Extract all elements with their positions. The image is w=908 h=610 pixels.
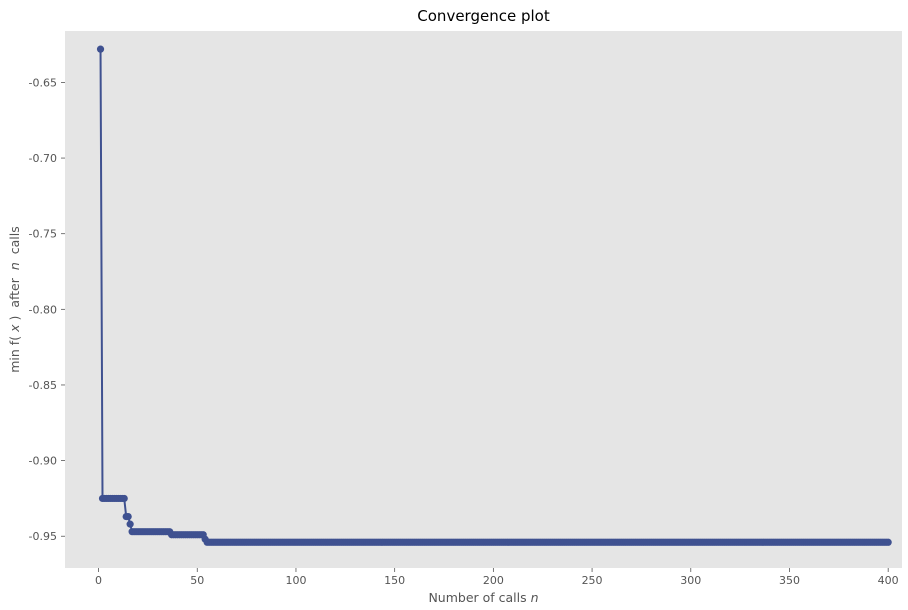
series-point [124, 512, 132, 521]
series-point [96, 45, 105, 53]
x-tick-label: 200 [483, 574, 504, 587]
y-tick-label: -0.90 [29, 455, 57, 468]
x-axis: 0 50 100 150 200 250 300 350 400 [95, 568, 899, 587]
series-layer [96, 45, 892, 546]
x-axis-label-text: Number of calls [428, 590, 526, 605]
y-tick-label: -0.65 [29, 76, 57, 89]
series-point [884, 538, 892, 546]
y-tick-label: -0.80 [29, 303, 57, 316]
x-axis-label-var: n [531, 590, 539, 605]
x-tick-label: 50 [190, 574, 204, 587]
y-axis-label-after: after [7, 274, 22, 312]
x-tick-label: 400 [878, 574, 899, 587]
x-tick-label: 0 [95, 574, 102, 587]
y-axis-label-min: min [7, 349, 22, 373]
y-tick-label: -0.95 [29, 530, 57, 543]
y-axis-label-suffix: calls [7, 226, 22, 258]
y-axis-label-close: ) [7, 316, 22, 321]
x-tick-label: 300 [680, 574, 701, 587]
series-point [126, 520, 134, 528]
chart-title: Convergence plot [417, 7, 550, 25]
x-tick-label: 150 [384, 574, 405, 587]
plot-area [65, 31, 902, 568]
y-axis-label-f: f( [7, 336, 22, 345]
y-axis-label: min f( x ) after n calls [7, 226, 22, 373]
y-axis-label-x: x [7, 324, 22, 333]
y-tick-label: -0.70 [29, 152, 57, 165]
y-axis: -0.65 -0.70 -0.75 -0.80 -0.85 -0.90 -0.95 [29, 76, 65, 543]
x-axis-label: Number of calls n [428, 590, 538, 605]
x-tick-label: 100 [285, 574, 306, 587]
x-tick-label: 250 [582, 574, 603, 587]
y-tick-label: -0.75 [29, 228, 57, 241]
series-point [120, 494, 128, 503]
x-tick-label: 350 [779, 574, 800, 587]
y-tick-label: -0.85 [29, 379, 57, 392]
y-axis-label-var: n [7, 262, 22, 270]
